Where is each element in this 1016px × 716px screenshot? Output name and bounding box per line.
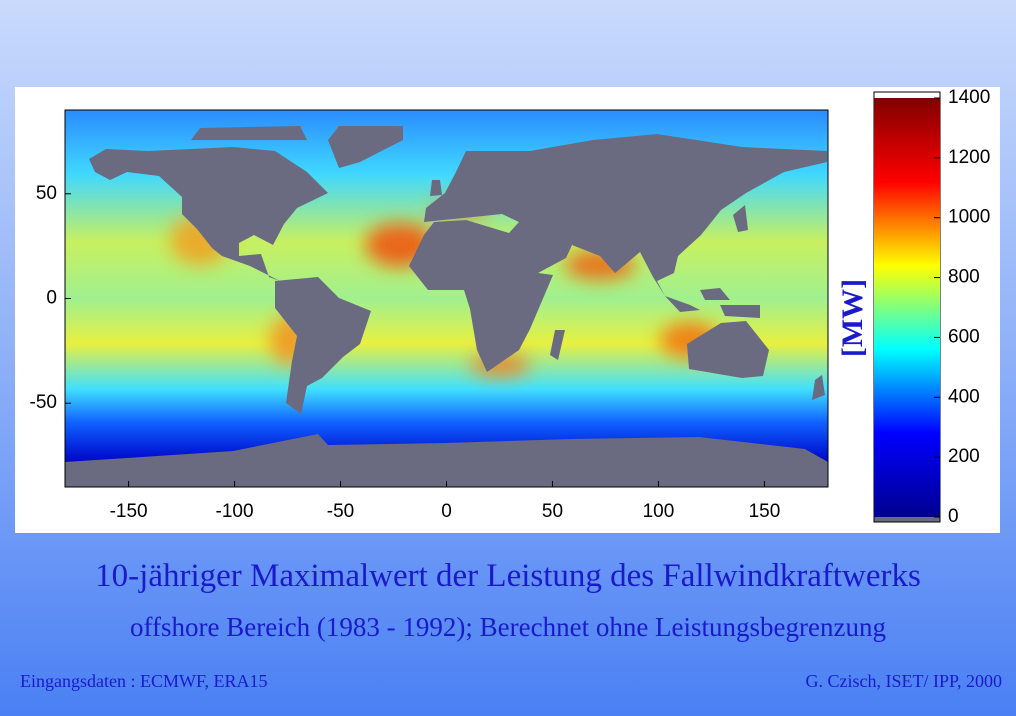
x-tick-label: -50 <box>327 501 354 522</box>
colorbar-tick-label: 1200 <box>948 147 990 168</box>
x-tick-label: 0 <box>441 501 452 522</box>
x-tick-label: 100 <box>643 501 675 522</box>
x-tick-label: -100 <box>216 501 254 522</box>
colorbar <box>874 98 940 517</box>
slide-subtitle: offshore Bereich (1983 - 1992); Berechne… <box>130 612 886 642</box>
colorbar-tick-label: 1400 <box>948 87 990 108</box>
colorbar-tick-label: 200 <box>948 446 980 467</box>
y-tick-label: 0 <box>46 288 57 309</box>
colorbar-tick-label: 800 <box>948 267 980 288</box>
y-tick-label: 50 <box>36 183 57 204</box>
colorbar-tick-label: 600 <box>948 326 980 347</box>
slide-title: 10-jähriger Maximalwert der Leistung des… <box>95 558 921 594</box>
colorbar-tick-label: 400 <box>948 386 980 407</box>
map <box>65 110 828 487</box>
land <box>65 126 828 487</box>
y-tick-label: -50 <box>30 392 57 413</box>
x-tick-label: 50 <box>542 501 563 522</box>
colorbar-tick-label: 1000 <box>948 207 990 228</box>
source: Eingangsdaten : ECMWF, ERA15 <box>20 671 268 691</box>
colorbar-tick-label: 0 <box>948 506 959 527</box>
colorbar-label: [MW] <box>836 279 869 357</box>
x-tick-label: -150 <box>110 501 148 522</box>
colorbar-land <box>874 517 940 522</box>
x-tick-label: 150 <box>749 501 781 522</box>
author: G. Czisch, ISET/ IPP, 2000 <box>805 671 1002 691</box>
